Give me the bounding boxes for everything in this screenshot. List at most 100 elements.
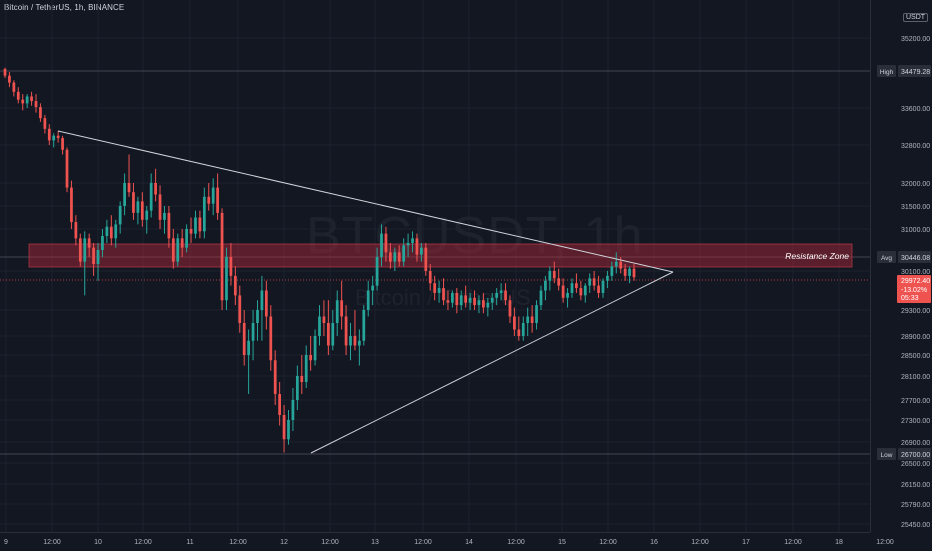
candle [140, 192, 144, 227]
candle-body [163, 212, 166, 220]
candle-body [530, 316, 534, 323]
candle [92, 243, 95, 276]
candle [393, 247, 397, 271]
candle [384, 226, 388, 262]
candle [544, 275, 547, 301]
candle [415, 233, 419, 262]
candle [251, 310, 255, 361]
candle [242, 310, 246, 366]
candle [34, 94, 38, 113]
candle-body [366, 290, 370, 310]
candle-body [464, 295, 468, 303]
candle-body [282, 415, 286, 440]
candle-body [393, 252, 397, 262]
candle-body [216, 187, 219, 213]
candle [70, 180, 73, 229]
candle [61, 135, 64, 155]
candle-body [140, 201, 144, 220]
candle [357, 329, 361, 366]
candle [74, 215, 78, 246]
candle-body [43, 118, 47, 129]
candle [149, 173, 153, 218]
candle [211, 178, 215, 216]
candle [424, 243, 428, 276]
candle-body [406, 243, 410, 246]
candle [39, 103, 42, 122]
candle [207, 183, 211, 211]
candle-body [597, 285, 600, 293]
candle [389, 243, 392, 269]
candle [606, 271, 609, 289]
candle-body [318, 316, 321, 336]
candle-body [579, 288, 583, 296]
currency-badge[interactable]: USDT [903, 13, 929, 22]
candle [455, 288, 459, 314]
candle [220, 208, 224, 310]
candle-body [442, 288, 445, 301]
candle [114, 219, 118, 248]
candle-body [402, 245, 406, 262]
price-axis[interactable] [870, 0, 932, 532]
candle-body [446, 300, 450, 303]
candle-body [109, 226, 113, 239]
candle-body [349, 336, 352, 346]
time-axis[interactable] [0, 532, 870, 551]
candle [16, 87, 20, 104]
candle-body [513, 316, 516, 330]
candle [335, 290, 339, 336]
chart-grid [0, 0, 886, 532]
candle-body [136, 201, 140, 213]
candle-body [21, 99, 25, 104]
candle [202, 187, 206, 239]
candle-body [322, 316, 326, 323]
resistance-zone-label: Resistance Zone [785, 251, 849, 261]
candle [552, 261, 556, 284]
candle [52, 133, 56, 148]
candle-body [623, 268, 627, 276]
candle [83, 231, 87, 296]
candle [318, 305, 321, 346]
candle [464, 285, 468, 308]
candle [282, 405, 286, 453]
candle [375, 247, 379, 291]
candle [123, 173, 126, 216]
candle-body [628, 268, 631, 276]
candle-body [570, 283, 574, 293]
candle-body [566, 292, 569, 298]
candle-body [499, 290, 503, 293]
candle [185, 224, 188, 253]
candle-body [601, 280, 605, 293]
candle [344, 305, 348, 355]
candle [366, 280, 370, 317]
candle-body [517, 329, 521, 336]
candle-body [583, 285, 587, 296]
candle [535, 300, 538, 330]
candle-body [508, 300, 512, 317]
candle-body [433, 283, 437, 293]
candle [25, 94, 29, 108]
candle-body [353, 336, 357, 346]
candle-body [74, 222, 78, 239]
candle-body [459, 295, 463, 306]
candle [459, 290, 463, 310]
candle-body [78, 238, 82, 262]
candle [247, 329, 250, 394]
candle-body [123, 183, 126, 206]
candle-body [52, 135, 56, 141]
candle-body [521, 323, 525, 336]
candle [229, 243, 233, 286]
candle [548, 266, 552, 291]
candle-body [12, 82, 16, 92]
candle [468, 292, 472, 310]
candle [433, 275, 437, 301]
candle [30, 91, 33, 106]
candle-body [428, 271, 432, 284]
candle [406, 233, 410, 257]
candle-body [619, 261, 623, 269]
candle [517, 316, 521, 341]
candle-body [220, 212, 224, 301]
upper-trendline [57, 130, 674, 273]
candle-body [326, 323, 330, 346]
candle-body [300, 376, 304, 382]
